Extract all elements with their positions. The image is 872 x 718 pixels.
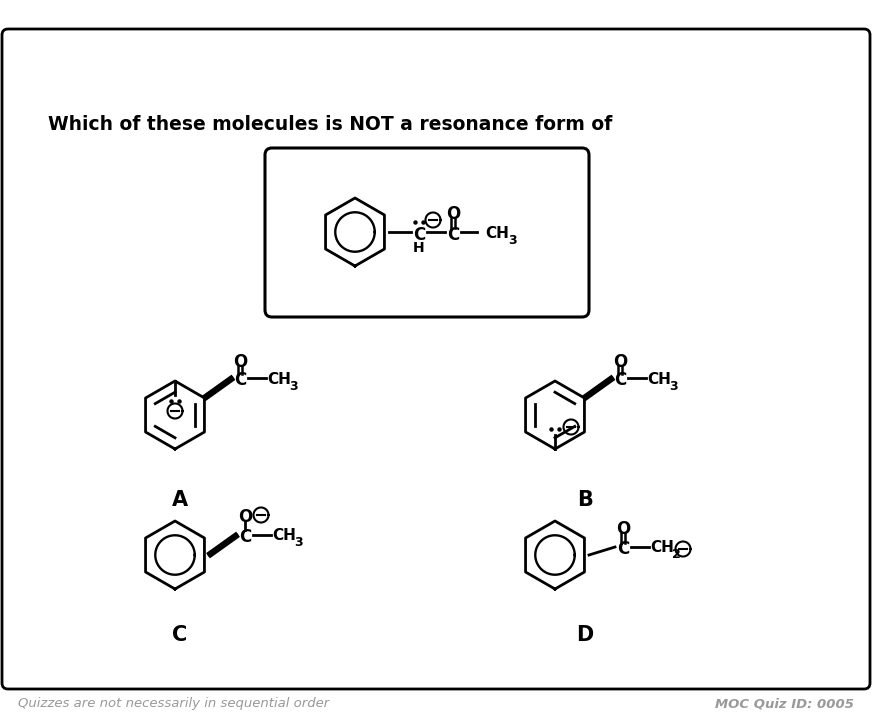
Text: CH: CH <box>650 541 674 556</box>
Text: CH: CH <box>485 225 509 241</box>
Text: C: C <box>235 371 247 389</box>
Text: B: B <box>577 490 593 510</box>
Text: H: H <box>413 241 425 255</box>
Text: O: O <box>613 353 628 371</box>
Text: 3: 3 <box>670 380 678 393</box>
Text: O: O <box>234 353 248 371</box>
FancyBboxPatch shape <box>265 148 589 317</box>
Text: C: C <box>239 528 251 546</box>
Text: CH: CH <box>272 528 296 544</box>
FancyBboxPatch shape <box>2 29 870 689</box>
Text: MOC Quiz ID: 0005: MOC Quiz ID: 0005 <box>715 697 854 711</box>
Text: A: A <box>172 490 188 510</box>
Text: O: O <box>446 205 460 223</box>
Text: O: O <box>238 508 252 526</box>
Text: C: C <box>614 371 627 389</box>
Text: Quizzes are not necessarily in sequential order: Quizzes are not necessarily in sequentia… <box>18 697 330 711</box>
Text: 3: 3 <box>508 233 516 246</box>
Text: C: C <box>446 226 460 244</box>
Text: CH: CH <box>268 371 291 386</box>
Text: C: C <box>412 226 426 244</box>
Text: CH: CH <box>647 371 671 386</box>
Text: O: O <box>616 520 630 538</box>
Text: 3: 3 <box>290 380 298 393</box>
Text: D: D <box>576 625 594 645</box>
Text: C: C <box>617 540 629 558</box>
Text: 3: 3 <box>294 536 303 549</box>
Text: C: C <box>173 625 187 645</box>
Text: 2: 2 <box>672 549 681 561</box>
Text: Which of these molecules is NOT a resonance form of: Which of these molecules is NOT a resona… <box>48 116 612 134</box>
